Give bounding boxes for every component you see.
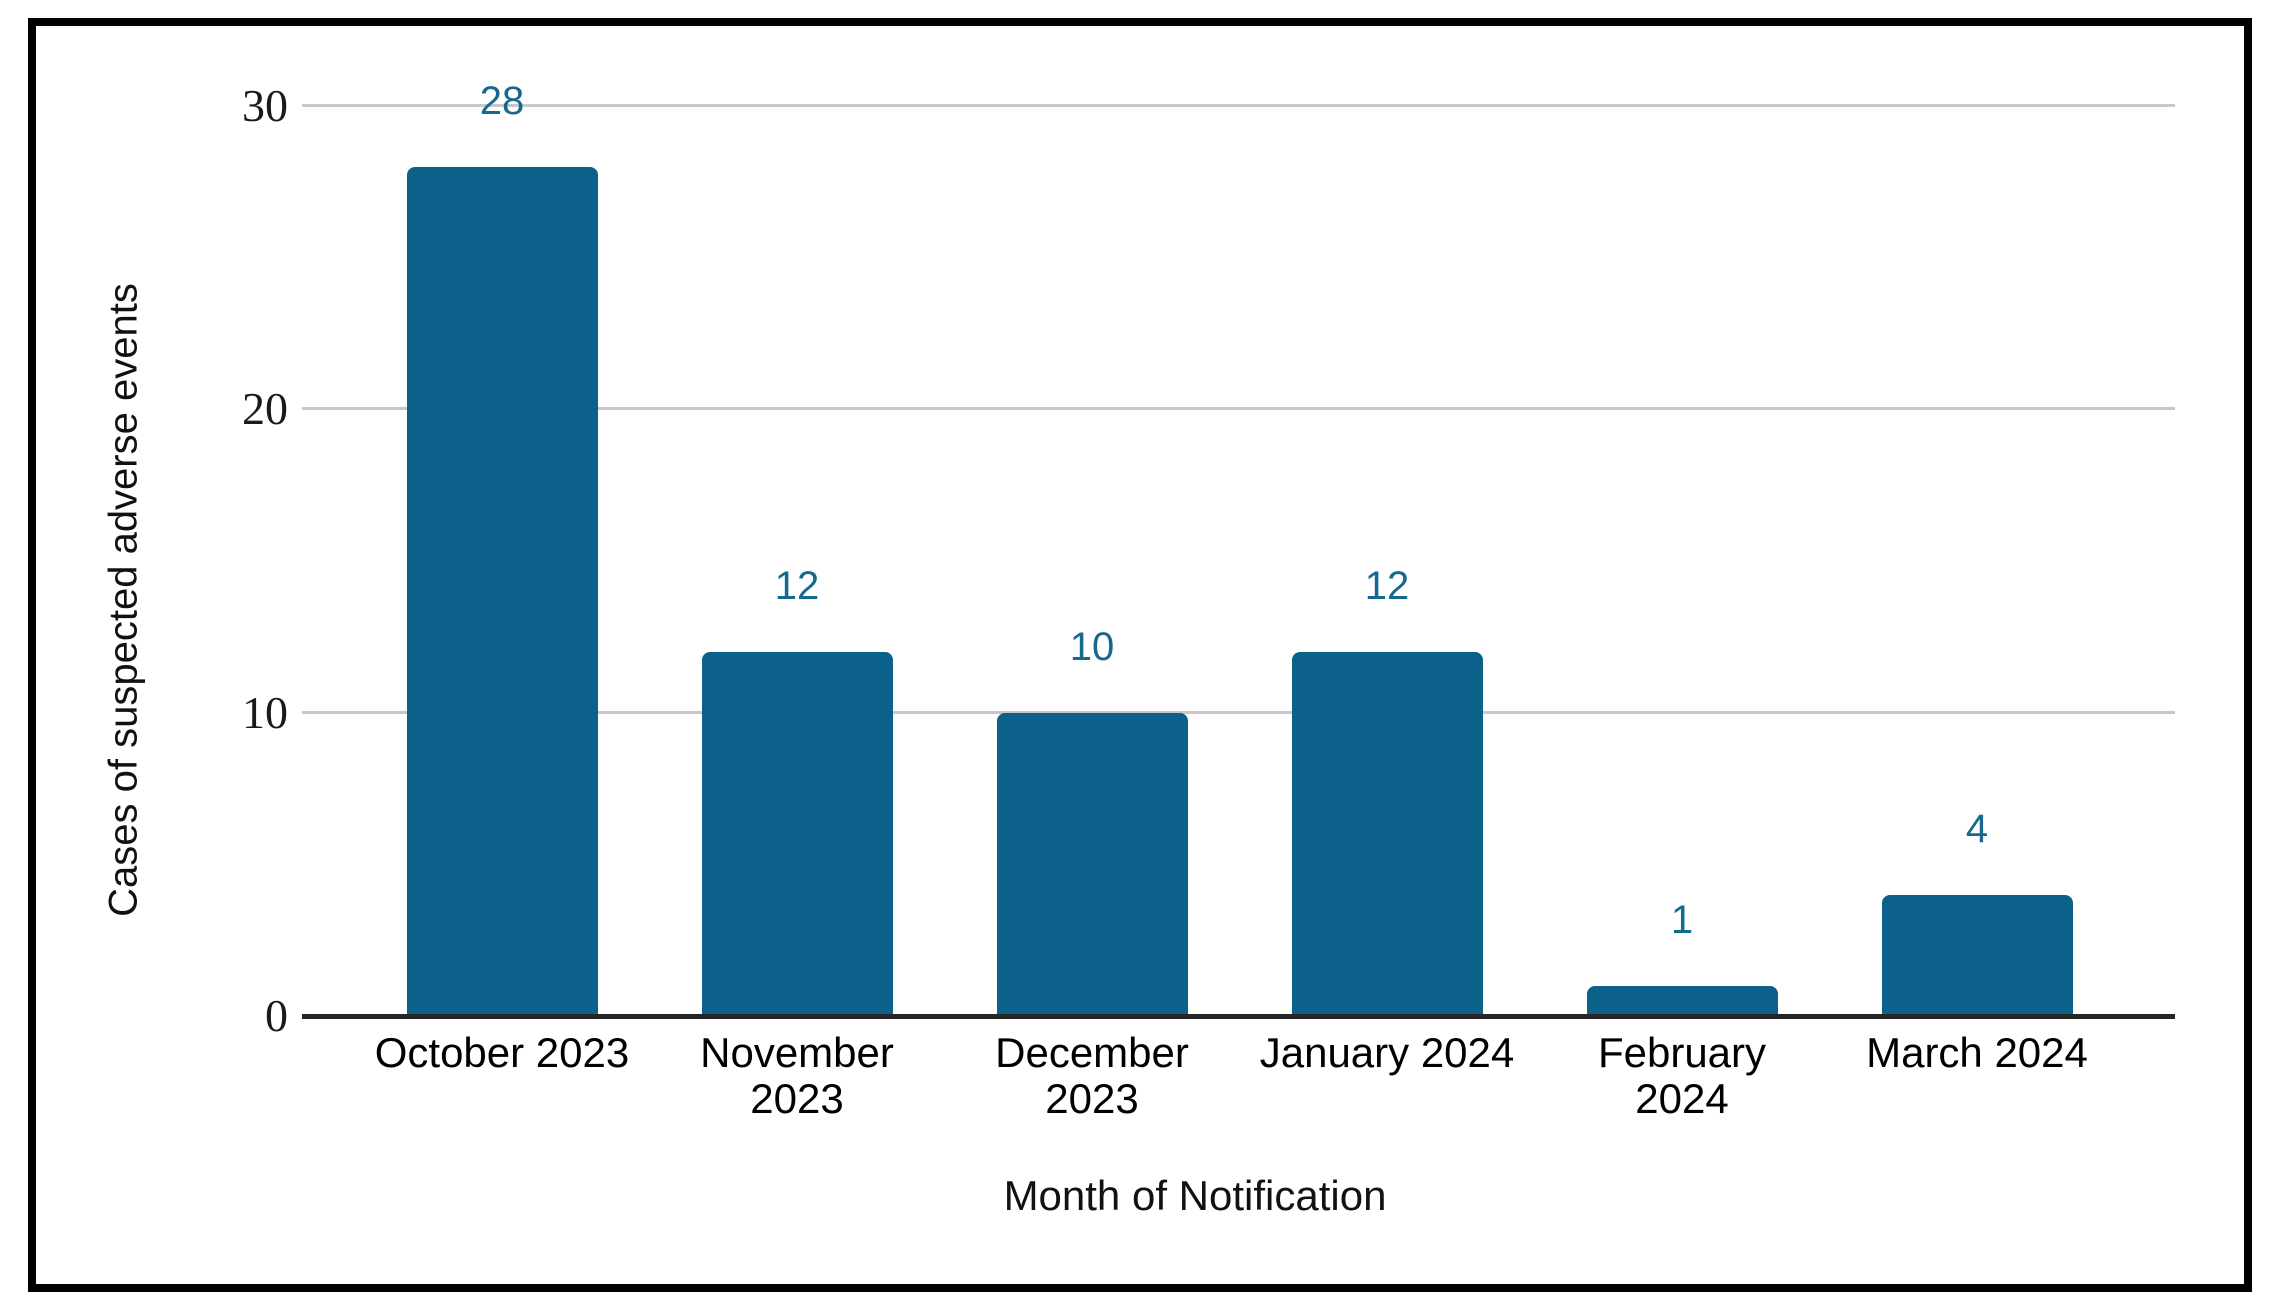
bar-value-label: 1 [1670, 898, 1694, 942]
x-category-label: January 2024 [1259, 1029, 1515, 1076]
x-category-label: December 2023 [995, 1029, 1189, 1122]
y-tick-label: 30 [242, 80, 288, 131]
x-axis-title: Month of Notification [1003, 1172, 1387, 1219]
gridline [302, 407, 2175, 410]
x-category-label: March 2024 [1866, 1029, 2088, 1076]
bar-value-label: 12 [1364, 564, 1410, 608]
y-tick-label: 10 [242, 687, 288, 738]
bar [406, 167, 598, 1016]
y-tick-label: 0 [265, 990, 288, 1041]
x-category-label: November 2023 [700, 1029, 894, 1122]
bar-value-label: 12 [774, 564, 820, 608]
x-category-label: February 2024 [1597, 1029, 1767, 1122]
bar [701, 652, 893, 1016]
bar [1586, 986, 1778, 1016]
bar [1881, 895, 2073, 1016]
bar-value-label: 28 [479, 79, 525, 123]
bar [996, 713, 1188, 1016]
bar-value-label: 4 [1965, 807, 1989, 851]
gridline [302, 711, 2175, 714]
gridline [302, 104, 2175, 107]
figure-border-frame [28, 18, 2252, 1292]
y-axis-title: Cases of suspected adverse events [101, 283, 146, 917]
bar-value-label: 10 [1069, 625, 1115, 669]
y-tick-label: 20 [242, 383, 288, 434]
bar [1291, 652, 1483, 1016]
x-category-label: October 2023 [374, 1029, 630, 1076]
x-axis-line [302, 1014, 2175, 1019]
